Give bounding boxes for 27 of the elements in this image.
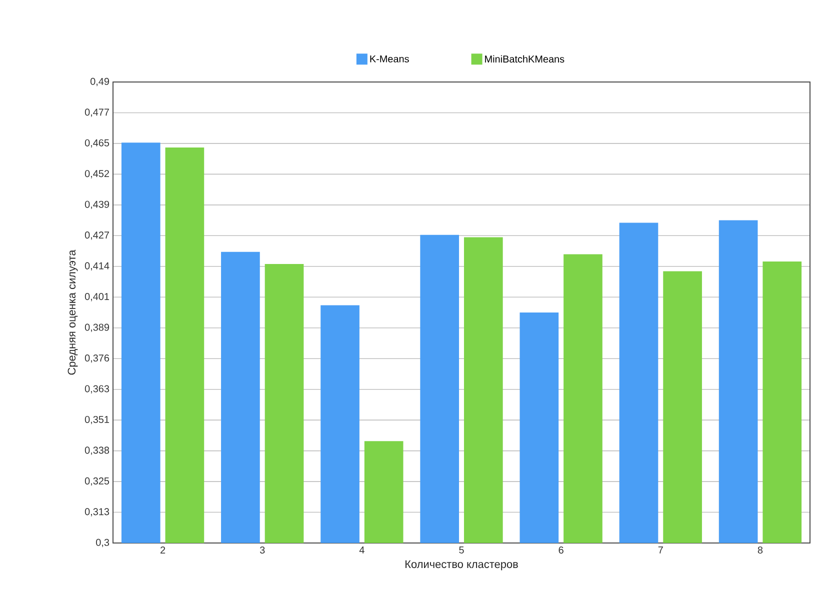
- y-tick-label: 0,363: [84, 385, 110, 394]
- y-tick-label: 0,401: [84, 293, 109, 302]
- legend-label: K-Means: [370, 55, 409, 62]
- y-axis-title: Средняя оценка силуэта: [68, 250, 78, 375]
- x-tick-label: 5: [459, 546, 464, 554]
- y-tick-label: 0,465: [84, 139, 110, 148]
- y-tick-label: 0,427: [84, 232, 109, 240]
- y-tick-label: 0,3: [96, 538, 110, 548]
- y-tick-label: 0,389: [84, 324, 110, 332]
- y-tick-label: 0,477: [84, 108, 109, 117]
- x-tick-label: 2: [160, 546, 166, 554]
- y-tick-label: 0,351: [84, 416, 109, 424]
- x-tick-label: 7: [658, 546, 663, 554]
- legend-label: MiniBatchKMeans: [485, 55, 564, 63]
- y-tick-label: 0,414: [84, 262, 110, 271]
- x-axis-title: Количество кластеров: [406, 560, 518, 570]
- x-tick-label: 6: [558, 546, 564, 554]
- y-tick-label: 0,338: [84, 446, 110, 455]
- y-tick-label: 0,439: [84, 200, 110, 210]
- x-tick-label: 4: [359, 546, 364, 554]
- y-tick-label: 0,49: [90, 78, 110, 86]
- y-tick-label: 0,325: [84, 477, 110, 486]
- x-tick-label: 3: [260, 546, 265, 554]
- y-tick-label: 0,376: [84, 354, 110, 363]
- x-tick-label: 8: [758, 546, 763, 554]
- y-tick-label: 0,313: [84, 508, 110, 516]
- y-tick-label: 0,452: [84, 170, 109, 178]
